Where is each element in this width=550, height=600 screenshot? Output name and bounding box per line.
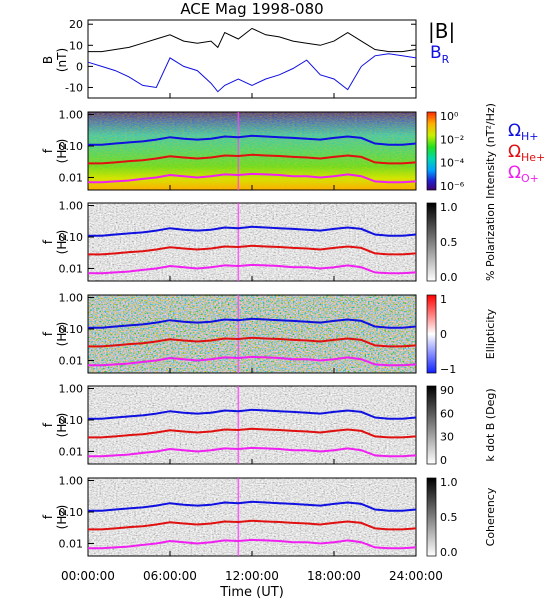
colorbar-tick-label: 10⁻⁴: [440, 157, 465, 170]
y-tick-label: 1.00: [59, 291, 84, 304]
y-tick-label: 0.10: [59, 140, 84, 153]
gyro-line-heplus: [88, 244, 417, 256]
colorbar-tick-label: 0: [440, 454, 447, 467]
series-b-r: [87, 53, 417, 93]
chart-title: ACE Mag 1998-080: [180, 0, 323, 18]
gyro-line-oplus: [88, 538, 417, 550]
panel-b-y-ticks: 20 10 0 -10: [65, 18, 416, 94]
x-tick-label: 12:00:00: [225, 569, 279, 583]
y-tick-label: 0.01: [59, 445, 84, 458]
y-tick-label: 1.00: [59, 199, 84, 212]
colorbar-title: k dot B (Deg): [484, 388, 497, 461]
colorbar-tick-label: 1.0: [440, 201, 458, 214]
gyro-line-oplus: [88, 172, 417, 184]
colorbar-title: % Polarization: [484, 203, 497, 281]
y-tick-label: 0.10: [59, 414, 84, 427]
panel-b-lines: 20 10 0 -10 B (nT) |B| BR: [41, 18, 455, 99]
panel-b-yunit: (nT): [55, 48, 69, 72]
colorbar-tick-label: 0.0: [440, 546, 458, 559]
gyrofrequency-lines: [88, 112, 417, 556]
colorbar-tick-label: 10⁻²: [440, 133, 464, 146]
f-axis-label: f: [41, 239, 55, 244]
y-tick-label: 1.00: [59, 108, 84, 121]
colorbar-intensity: [426, 111, 437, 191]
f-axis-label: f: [41, 148, 55, 153]
colorbar-labels: 10⁰ 10⁻² 10⁻⁴ 10⁻⁶ Intensity (nT²/Hz) 1.0 0.5 0…: [440, 103, 497, 559]
f-axis-label: f: [41, 331, 55, 336]
colorbar-tick-label: 60: [440, 407, 454, 420]
colorbar-title: Ellipticity: [484, 308, 497, 359]
x-tick-label: 06:00:00: [143, 569, 197, 583]
x-tick-label: 24:00:00: [389, 569, 443, 583]
colorbar-ellipticity: [426, 294, 437, 374]
colorbar-polarization: [426, 202, 437, 282]
gyro-line-oplus: [88, 263, 417, 275]
gyro-line-hplus: [88, 134, 417, 146]
legend-b-r: BR: [430, 43, 450, 66]
gyro-line-hplus: [88, 317, 417, 329]
colorbar-title: Intensity (nT²/Hz): [484, 103, 497, 199]
colorbar-tick-label: 0.5: [440, 236, 458, 249]
panel-b-ylabel: B: [41, 56, 55, 64]
y-tick-label: 0.10: [59, 231, 84, 244]
colorbar-tick-label: 90: [440, 384, 454, 397]
f-axis-label: f: [41, 422, 55, 427]
series-magnitude-b: [88, 27, 417, 53]
legend-omega-h: ΩH+: [508, 121, 539, 143]
f-axis-unit: (Hz): [55, 139, 69, 164]
y-tick-label: 1.00: [59, 382, 84, 395]
y-tick-label: 10: [69, 39, 83, 52]
y-tick-label: 0: [76, 60, 83, 73]
f-axis-label: f: [41, 514, 55, 519]
y-tick-label: 20: [69, 18, 83, 31]
y-tick-label: 1.00: [59, 474, 84, 487]
colorbar-tick-label: 10⁰: [440, 110, 459, 123]
colorbar-tick-label: −1: [440, 363, 456, 376]
y-tick-label: -10: [65, 81, 83, 94]
colorbar-title: Coherency: [484, 487, 497, 546]
gyro-line-oplus: [88, 355, 417, 367]
spectrogram-axes: 1.000.100.01f (Hz)1.000.100.01f (Hz)1.000.…: [41, 108, 94, 550]
y-tick-label: 0.10: [59, 323, 84, 336]
x-axis-ticks: 00:00:00 06:00:00 12:00:00 18:00:00 24:00:00: [61, 93, 443, 583]
colorbar-tick-label: 30: [440, 431, 454, 444]
f-axis-unit: (Hz): [55, 505, 69, 530]
gyro-line-hplus: [88, 500, 417, 512]
y-tick-label: 0.01: [59, 262, 84, 275]
legend-omega-he: ΩHe+: [508, 142, 545, 164]
panel-b-frame: [87, 19, 417, 99]
gyro-line-hplus: [88, 408, 417, 420]
y-tick-label: 0.10: [59, 506, 84, 519]
colorbar-tick-label: 0: [440, 328, 447, 341]
colorbar-coherency: [426, 477, 437, 557]
gyro-line-heplus: [88, 427, 417, 439]
gyro-line-heplus: [88, 519, 417, 531]
f-axis-unit: (Hz): [55, 413, 69, 438]
y-tick-label: 0.01: [59, 354, 84, 367]
f-axis-unit: (Hz): [55, 230, 69, 255]
gyro-line-heplus: [88, 153, 417, 165]
colorbar-kdotb: [426, 385, 437, 465]
colorbar-tick-label: 10⁻⁶: [440, 180, 465, 193]
y-tick-label: 0.01: [59, 537, 84, 550]
y-tick-label: 0.01: [59, 171, 84, 184]
x-tick-label: 18:00:00: [307, 569, 361, 583]
colorbar-tick-label: 1.0: [440, 476, 458, 489]
gyro-line-hplus: [88, 225, 417, 237]
colorbar-tick-label: 0.5: [440, 511, 458, 524]
gyro-line-heplus: [88, 336, 417, 348]
gyro-line-oplus: [88, 446, 417, 458]
x-tick-label: 00:00:00: [61, 569, 115, 583]
colorbar-tick-label: 0.0: [440, 271, 458, 284]
colorbar-tick-label: 1: [440, 293, 447, 306]
x-axis-label: Time (UT): [219, 585, 284, 600]
legend-magnitude-b: |B|: [428, 19, 455, 43]
f-axis-unit: (Hz): [55, 322, 69, 347]
legend-omega-o: ΩO+: [508, 163, 539, 185]
